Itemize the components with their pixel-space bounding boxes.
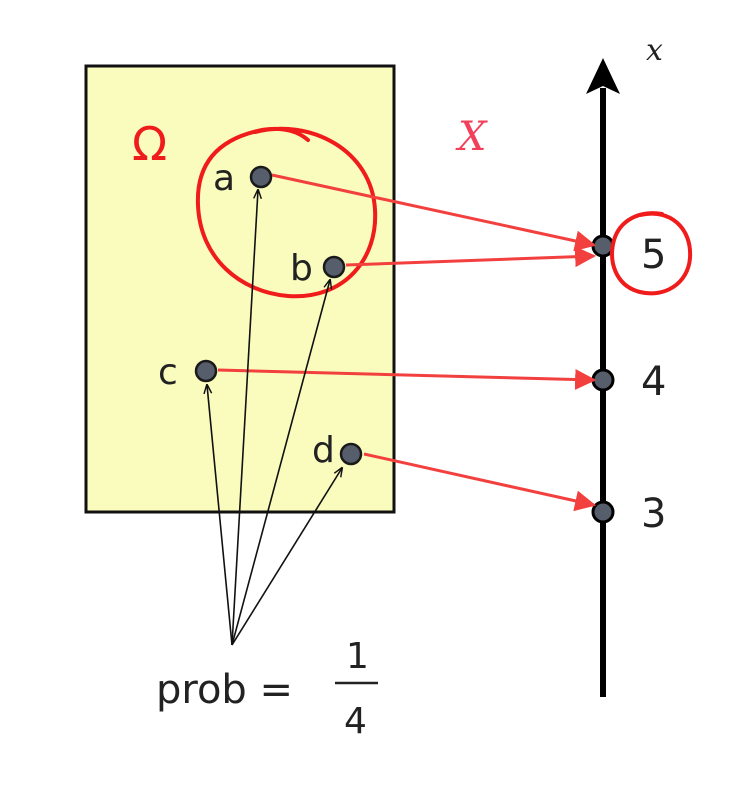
- random-variable-symbol: X: [455, 114, 488, 160]
- axis-arrowhead: [586, 58, 620, 94]
- tick-5-marker: [591, 234, 615, 258]
- omega-symbol: Ω: [132, 117, 167, 171]
- prob-denominator: 4: [344, 701, 367, 742]
- tick-4-marker: [591, 368, 615, 392]
- prob-arrow-a: [231, 190, 258, 646]
- outcome-dot-d: [339, 442, 363, 466]
- outcome-label-c: c: [158, 352, 178, 393]
- outcome-label-a: a: [213, 158, 235, 199]
- mapping-arrow-d: [363, 452, 597, 512]
- prob-arrow-b: [231, 280, 330, 646]
- prob-text: prob =: [156, 667, 293, 713]
- mapping-arrow-a: [271, 173, 597, 252]
- outcome-dot-a: [249, 165, 273, 189]
- prob-numerator: 1: [346, 636, 369, 677]
- sample-space-box: [84, 64, 396, 514]
- prob-arrow-c: [207, 385, 233, 646]
- event-circle-annotation: [195, 126, 378, 299]
- mapping-arrow-c: [217, 368, 597, 390]
- outcome-label-b: b: [290, 248, 313, 289]
- tick-label-5: 5: [641, 232, 666, 278]
- outcome-dot-c: [194, 359, 218, 383]
- outcome-dot-b: [322, 255, 346, 279]
- outcome-label-d: d: [312, 430, 335, 471]
- axis-label: x: [646, 33, 663, 68]
- tick-label-3: 3: [641, 491, 666, 537]
- tick-5-circle-annotation: [610, 211, 693, 296]
- mapping-arrow-b: [345, 246, 597, 268]
- prob-arrow-d: [231, 468, 342, 646]
- tick-label-4: 4: [641, 359, 666, 405]
- tick-3-marker: [591, 500, 615, 524]
